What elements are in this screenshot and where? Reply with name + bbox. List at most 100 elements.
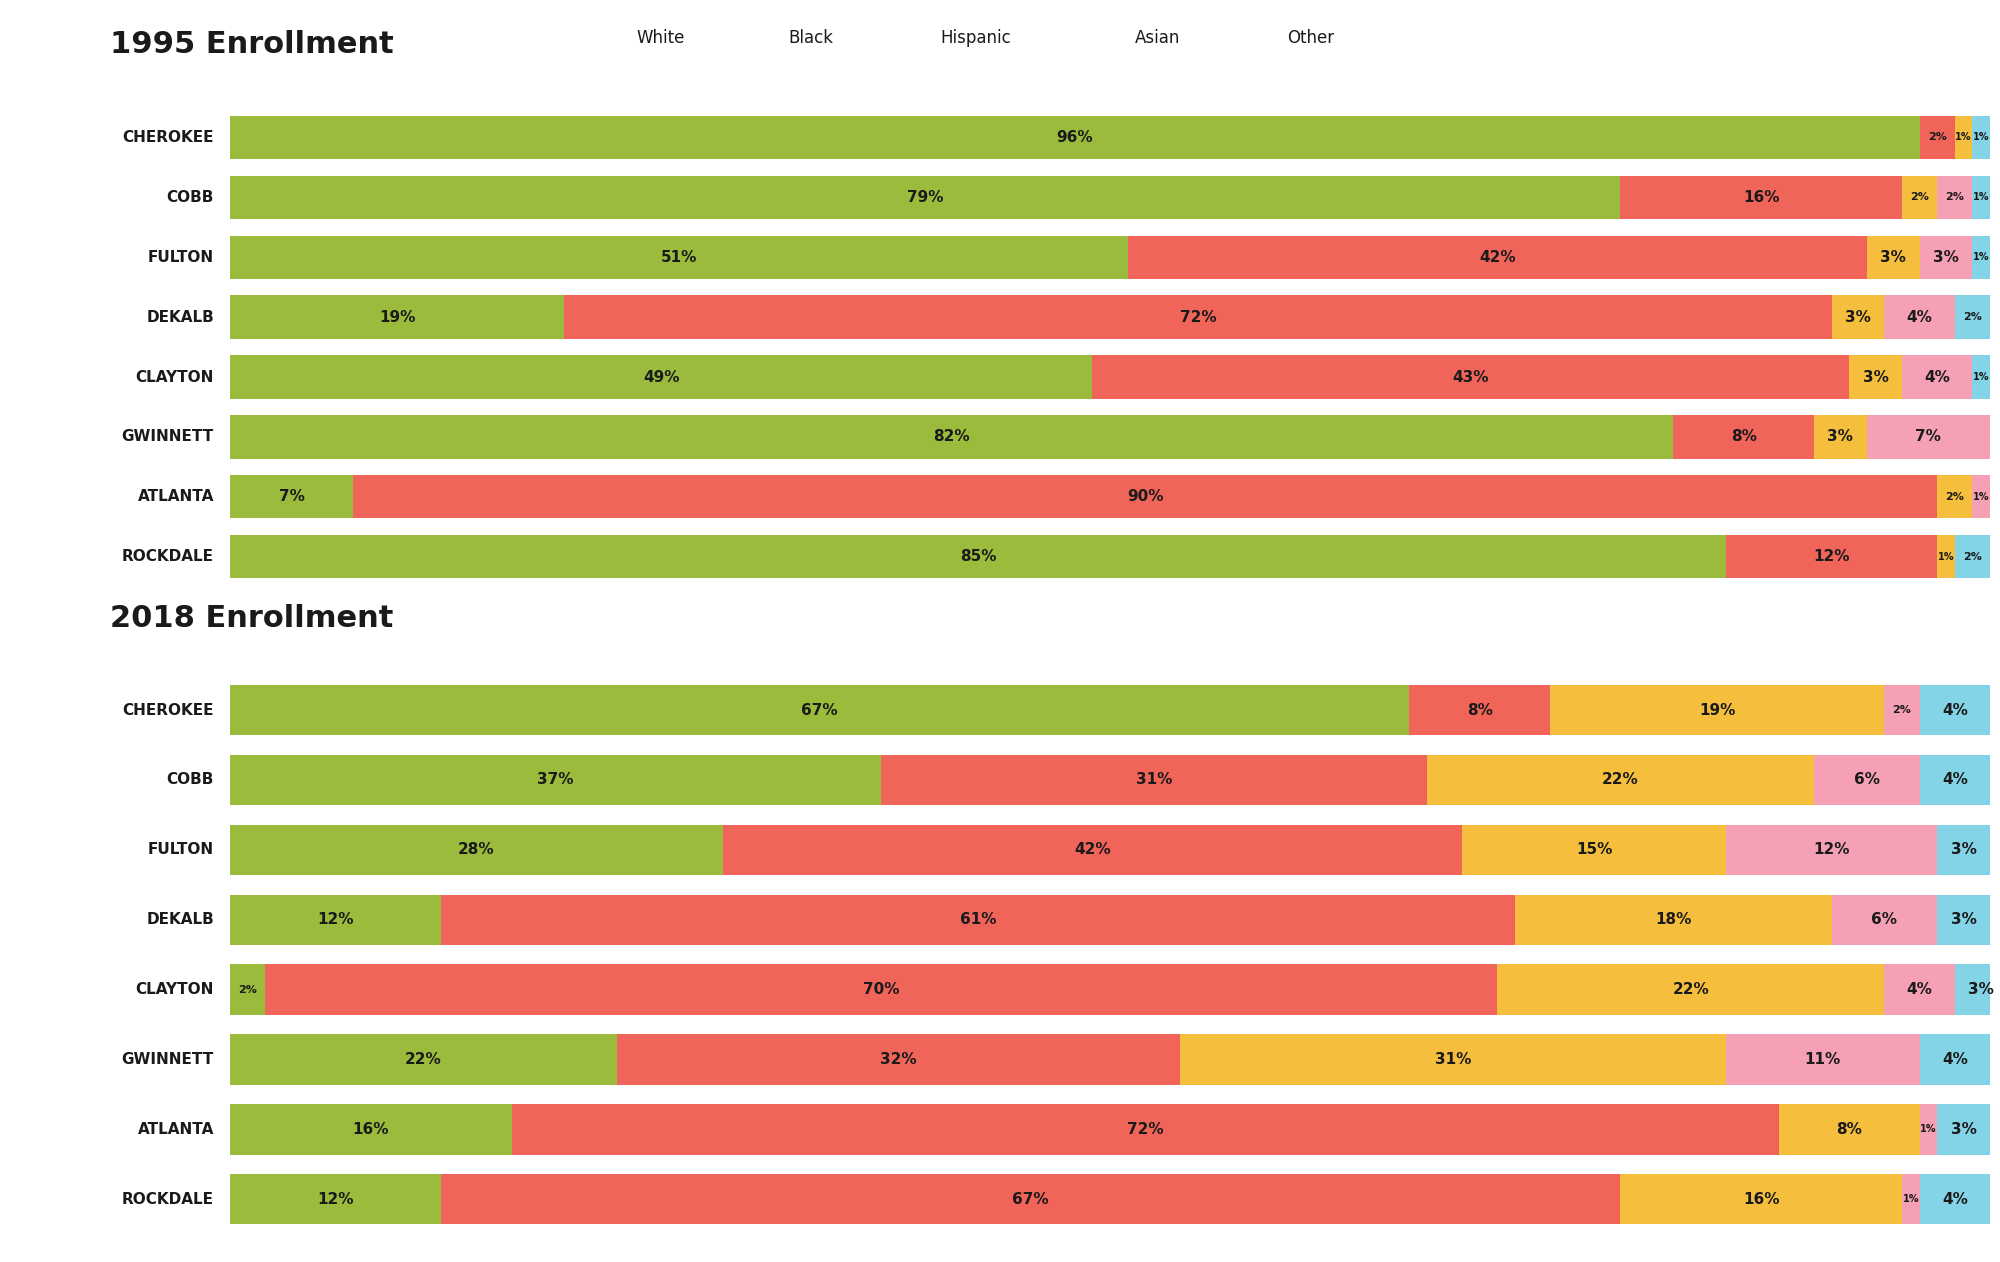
Text: 72%: 72% (1180, 309, 1216, 324)
Bar (1920, 116, 1954, 159)
Bar (1832, 295, 1884, 338)
Bar (1866, 415, 1990, 458)
Text: 1%: 1% (1920, 1124, 1936, 1135)
Text: 2%: 2% (1910, 192, 1930, 202)
Bar (1462, 825, 1726, 875)
Text: 12%: 12% (1814, 549, 1850, 564)
Text: 19%: 19% (1700, 703, 1736, 718)
Text: 7%: 7% (278, 490, 304, 505)
Text: 6%: 6% (1854, 772, 1880, 787)
Bar (230, 356, 1092, 399)
Text: White: White (636, 29, 684, 47)
Bar (230, 1104, 512, 1155)
Bar (230, 295, 564, 338)
Bar (1726, 535, 1938, 578)
Text: 2%: 2% (1892, 705, 1912, 716)
Text: 4%: 4% (1906, 982, 1932, 997)
Text: ROCKDALE: ROCKDALE (122, 1191, 214, 1206)
Text: 16%: 16% (1742, 189, 1780, 204)
Bar (230, 1174, 442, 1224)
Text: 2%: 2% (1946, 492, 1964, 502)
Bar (618, 1035, 1180, 1084)
Bar (1920, 236, 1972, 279)
Text: 2%: 2% (1946, 192, 1964, 202)
Bar (1092, 356, 1850, 399)
Text: 4%: 4% (1942, 1191, 1968, 1206)
Text: 22%: 22% (1672, 982, 1710, 997)
Text: 12%: 12% (318, 1191, 354, 1206)
Text: 12%: 12% (1814, 842, 1850, 857)
Text: 4%: 4% (1942, 703, 1968, 718)
Bar (1938, 895, 1990, 945)
Bar (1920, 1174, 1990, 1224)
Text: 8%: 8% (1466, 703, 1492, 718)
Bar (230, 415, 1674, 458)
Text: 3%: 3% (1950, 912, 1976, 928)
Text: 3%: 3% (1950, 1122, 1976, 1137)
Bar (230, 535, 1726, 578)
Bar (512, 1104, 1778, 1155)
Bar (1726, 1035, 1920, 1084)
Text: 3%: 3% (1934, 250, 1958, 265)
Bar (1954, 964, 2000, 1015)
Bar (1902, 356, 1972, 399)
Bar (1814, 415, 1866, 458)
Bar (1938, 1104, 1990, 1155)
Bar (1180, 1035, 1726, 1084)
Text: 61%: 61% (960, 912, 996, 928)
Text: 7%: 7% (1916, 429, 1942, 444)
Bar (1972, 116, 1990, 159)
Text: 1%: 1% (1956, 133, 1972, 143)
Text: 1%: 1% (1902, 1194, 1920, 1204)
Bar (1550, 685, 1884, 736)
Text: 67%: 67% (802, 703, 838, 718)
Text: FULTON: FULTON (148, 842, 214, 857)
Text: 37%: 37% (538, 772, 574, 787)
Text: 4%: 4% (1924, 370, 1950, 385)
Text: 2018 Enrollment: 2018 Enrollment (110, 604, 394, 632)
Text: 22%: 22% (406, 1053, 442, 1068)
Bar (1972, 476, 1990, 519)
Bar (1938, 825, 1990, 875)
Text: CHEROKEE: CHEROKEE (122, 130, 214, 145)
Bar (1954, 295, 1990, 338)
Text: 8%: 8% (1730, 429, 1756, 444)
Text: 85%: 85% (960, 549, 996, 564)
Bar (1850, 356, 1902, 399)
Bar (1902, 175, 1938, 218)
Bar (1410, 685, 1550, 736)
Text: COBB: COBB (166, 772, 214, 787)
Bar (1884, 295, 1954, 338)
Bar (230, 175, 1620, 218)
Text: 31%: 31% (1136, 772, 1172, 787)
Bar (1938, 535, 1954, 578)
Bar (1920, 1104, 1938, 1155)
Bar (1620, 175, 1902, 218)
Text: Other: Other (1288, 29, 1334, 47)
Text: 3%: 3% (1846, 309, 1870, 324)
Bar (1938, 476, 1972, 519)
Bar (1972, 356, 1990, 399)
Bar (1426, 755, 1814, 805)
Bar (1972, 175, 1990, 218)
Bar (266, 964, 1498, 1015)
Text: FULTON: FULTON (148, 250, 214, 265)
Bar (722, 825, 1462, 875)
Text: 1%: 1% (1972, 372, 1990, 382)
Text: 8%: 8% (1836, 1122, 1862, 1137)
Bar (1514, 895, 1832, 945)
Bar (230, 476, 354, 519)
Text: 3%: 3% (1880, 250, 1906, 265)
Text: 1%: 1% (1938, 551, 1954, 562)
Bar (882, 755, 1426, 805)
Bar (1128, 236, 1866, 279)
Text: 42%: 42% (1478, 250, 1516, 265)
Text: Asian: Asian (1136, 29, 1180, 47)
Text: 90%: 90% (1126, 490, 1164, 505)
Text: 43%: 43% (1452, 370, 1490, 385)
Text: CHEROKEE: CHEROKEE (122, 703, 214, 718)
Text: 32%: 32% (880, 1053, 918, 1068)
Text: 15%: 15% (1576, 842, 1612, 857)
Text: 67%: 67% (1012, 1191, 1050, 1206)
Text: 49%: 49% (642, 370, 680, 385)
